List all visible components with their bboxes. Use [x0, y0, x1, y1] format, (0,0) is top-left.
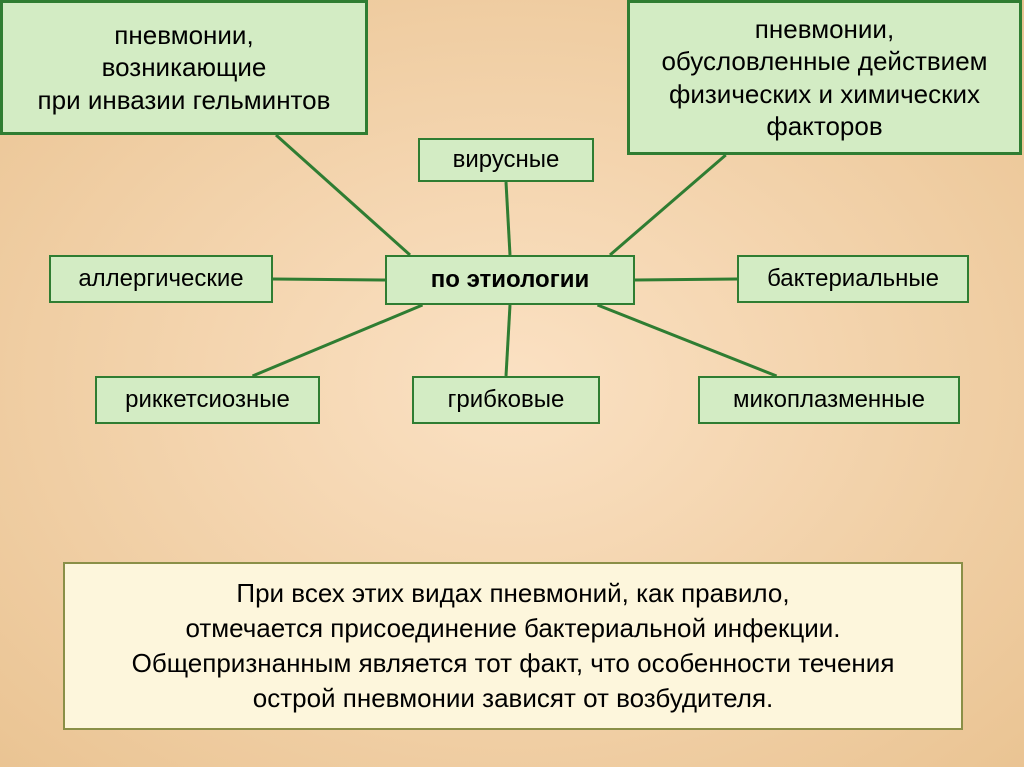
node-mycoplasma: микоплазменные: [698, 376, 960, 424]
node-label: пневмонии, обусловленные действием физич…: [661, 13, 987, 143]
node-label: пневмонии, возникающие при инвазии гельм…: [38, 19, 331, 117]
node-allergic: аллергические: [49, 255, 273, 303]
node-label: вирусные: [453, 145, 560, 175]
center-node: по этиологии: [385, 255, 635, 305]
node-label: бактериальные: [767, 264, 939, 294]
node-viral: вирусные: [418, 138, 594, 182]
node-fungal: грибковые: [412, 376, 600, 424]
caption-box: При всех этих видах пневмоний, как прави…: [63, 562, 963, 730]
node-label: микоплазменные: [733, 385, 925, 415]
center-label: по этиологии: [431, 265, 589, 295]
node-bacterial: бактериальные: [737, 255, 969, 303]
node-label: риккетсиозные: [125, 385, 290, 415]
node-label: аллергические: [78, 264, 243, 294]
node-rickettsial: риккетсиозные: [95, 376, 320, 424]
node-helminth: пневмонии, возникающие при инвазии гельм…: [0, 0, 368, 135]
caption-text: При всех этих видах пневмоний, как прави…: [132, 576, 895, 716]
node-physical-chemical: пневмонии, обусловленные действием физич…: [627, 0, 1022, 155]
node-label: грибковые: [448, 385, 565, 415]
